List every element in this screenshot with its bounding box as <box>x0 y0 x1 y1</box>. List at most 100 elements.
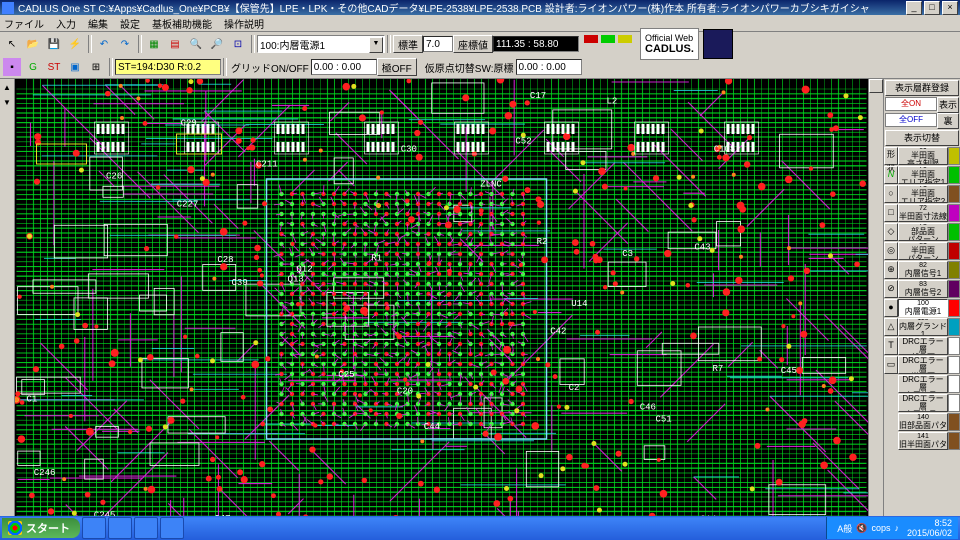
maximize-button[interactable]: □ <box>924 1 940 15</box>
disp-alt-button[interactable]: 裏 <box>937 113 959 129</box>
tray-sound-icon[interactable]: ♪ <box>894 523 899 533</box>
mode-red-icon[interactable] <box>583 34 599 44</box>
start-button[interactable]: スタート <box>2 518 80 538</box>
tray-time: 8:52 <box>907 518 952 528</box>
vertical-scrollbar[interactable] <box>868 79 883 531</box>
tray-ime[interactable]: A般 <box>837 522 852 535</box>
svg-text:C43: C43 <box>694 242 710 252</box>
tool-st-icon[interactable]: ST <box>44 57 64 77</box>
layer-row[interactable]: 123DRCエラー層内層信号2 <box>898 394 960 412</box>
layer-row[interactable]: 121DRCエラー層半田面 <box>898 356 960 374</box>
official-web-box[interactable]: Official Web CADLUS. <box>640 28 699 60</box>
taskbar-app-4[interactable] <box>160 517 184 539</box>
shape-circle-icon[interactable]: ○ <box>884 185 898 203</box>
layer-row[interactable]: 110内層グランド1 <box>898 318 960 336</box>
layer-row[interactable]: 82内層信号1 <box>898 261 960 279</box>
ltool-1-icon[interactable]: ▲ <box>0 81 14 95</box>
tool-r2-icon[interactable]: G <box>23 57 43 77</box>
layer-row[interactable]: 72半田面寸法線 <box>898 204 960 222</box>
kyoku-button[interactable]: 極OFF <box>377 58 417 76</box>
tool-box-icon[interactable]: ▣ <box>65 57 85 77</box>
pcb-canvas[interactable]: C1C2C3C14C17C20C25C26C28C29C30C39C42C43C… <box>15 79 868 531</box>
menu-bar: ファイル 入力 編集 設定 基板補助機能 操作説明 <box>0 15 960 32</box>
tool-zoom-in-icon[interactable]: 🔍 <box>186 34 206 54</box>
layer-row[interactable]: 83内層信号2 <box>898 280 960 298</box>
shape-dot-icon[interactable]: ● <box>884 299 898 317</box>
all-off-button[interactable]: 全OFF <box>885 113 937 127</box>
layer-row[interactable]: 81半田面パターン <box>898 242 960 260</box>
shape-label: 形状 <box>884 147 898 165</box>
tool-save-icon[interactable]: 💾 <box>44 34 64 54</box>
shape-slash-icon[interactable]: ⊘ <box>884 280 898 298</box>
layer-row[interactable]: 140旧部品面パタ <box>898 413 960 431</box>
svg-text:C52: C52 <box>515 137 531 147</box>
mode-green-icon[interactable] <box>600 34 616 44</box>
tool-open-icon[interactable]: 📂 <box>23 34 43 54</box>
shape-tri-icon[interactable]: △ <box>884 318 898 336</box>
tray-date: 2015/06/02 <box>907 528 952 538</box>
tool-fit-icon[interactable]: ⊡ <box>228 34 248 54</box>
standard-value: 7.0 <box>423 36 453 52</box>
menu-edit[interactable]: 編集 <box>88 16 108 31</box>
layer-row[interactable]: 100内層電源1 <box>898 299 960 317</box>
svg-text:C17: C17 <box>530 91 546 101</box>
system-tray[interactable]: A般 🔇 cops ♪ 8:52 2015/06/02 <box>826 517 958 539</box>
all-on-button[interactable]: 全ON <box>885 97 937 111</box>
origin-value: 0.00 : 0.00 <box>516 59 582 75</box>
layer-row[interactable]: 69半田面高さ制限 <box>898 147 960 165</box>
svg-text:Q13: Q13 <box>288 275 304 285</box>
svg-text:Q12: Q12 <box>296 264 312 274</box>
layer-row[interactable]: 141旧半田面パタ <box>898 432 960 450</box>
menu-settings[interactable]: 設定 <box>120 16 140 31</box>
minimize-button[interactable]: _ <box>906 1 922 15</box>
disp-mode-button[interactable]: 表示 <box>937 97 959 113</box>
svg-text:C3: C3 <box>622 249 633 259</box>
tool-undo-icon[interactable]: ↶ <box>94 34 114 54</box>
tool-r1-icon[interactable]: ▪ <box>2 57 22 77</box>
coord-value: 111.35 : 58.80 <box>493 36 579 52</box>
close-button[interactable]: × <box>942 1 958 15</box>
shape-text-icon[interactable]: T <box>884 337 898 355</box>
taskbar-app-3[interactable] <box>134 517 158 539</box>
coord-button[interactable]: 座標値 <box>453 35 493 53</box>
menu-board-aux[interactable]: 基板補助機能 <box>152 16 212 31</box>
layer-row[interactable]: 71半田面エリア指定2 <box>898 185 960 203</box>
svg-text:L2: L2 <box>607 96 618 106</box>
layer-row[interactable]: 120DRCエラー層部品面 <box>898 337 960 355</box>
menu-file[interactable]: ファイル <box>4 16 44 31</box>
app-icon <box>2 2 14 14</box>
mode-5-icon[interactable] <box>600 44 616 54</box>
layer-row[interactable]: 122DRCエラー層内層信号1 <box>898 375 960 393</box>
ltool-2-icon[interactable]: ▼ <box>0 96 14 110</box>
tray-icon-1[interactable]: 🔇 <box>856 523 867 534</box>
svg-text:C108: C108 <box>714 145 736 155</box>
tool-redo-icon[interactable]: ↷ <box>115 34 135 54</box>
layer-row[interactable]: 70半田面エリア指定1 <box>898 166 960 184</box>
menu-input[interactable]: 入力 <box>56 16 76 31</box>
taskbar-app-2[interactable] <box>108 517 132 539</box>
shape-square-icon[interactable]: □ <box>884 204 898 222</box>
shape-n-icon[interactable]: N <box>884 166 898 184</box>
tool-r5-icon[interactable]: ⊞ <box>86 57 106 77</box>
mode-4-icon[interactable] <box>583 44 599 54</box>
svg-text:C44: C44 <box>424 422 440 432</box>
tool-arrow-icon[interactable]: ↖ <box>2 34 22 54</box>
svg-text:C30: C30 <box>401 145 417 155</box>
shape-target-icon[interactable]: ⊕ <box>884 261 898 279</box>
tool-layers-icon[interactable]: ▤ <box>165 34 185 54</box>
shape-diamond-icon[interactable]: ◇ <box>884 223 898 241</box>
tool-bolt-icon[interactable]: ⚡ <box>65 34 85 54</box>
layer-panel-header[interactable]: 表示層群登録 <box>885 80 959 96</box>
layer-select[interactable]: 100:内層電源1 <box>257 35 385 53</box>
tool-zoom-out-icon[interactable]: 🔎 <box>207 34 227 54</box>
shape-rect-icon[interactable]: ▭ <box>884 356 898 374</box>
mode-6-icon[interactable] <box>617 44 633 54</box>
standard-button[interactable]: 標準 <box>393 35 423 53</box>
svg-text:C42: C42 <box>550 326 566 336</box>
shape-ring-icon[interactable]: ◎ <box>884 242 898 260</box>
taskbar-app-1[interactable] <box>82 517 106 539</box>
mode-yellow-icon[interactable] <box>617 34 633 44</box>
tool-grid-icon[interactable]: ▦ <box>144 34 164 54</box>
menu-help[interactable]: 操作説明 <box>224 16 264 31</box>
layer-row[interactable]: 73部品面パターン <box>898 223 960 241</box>
